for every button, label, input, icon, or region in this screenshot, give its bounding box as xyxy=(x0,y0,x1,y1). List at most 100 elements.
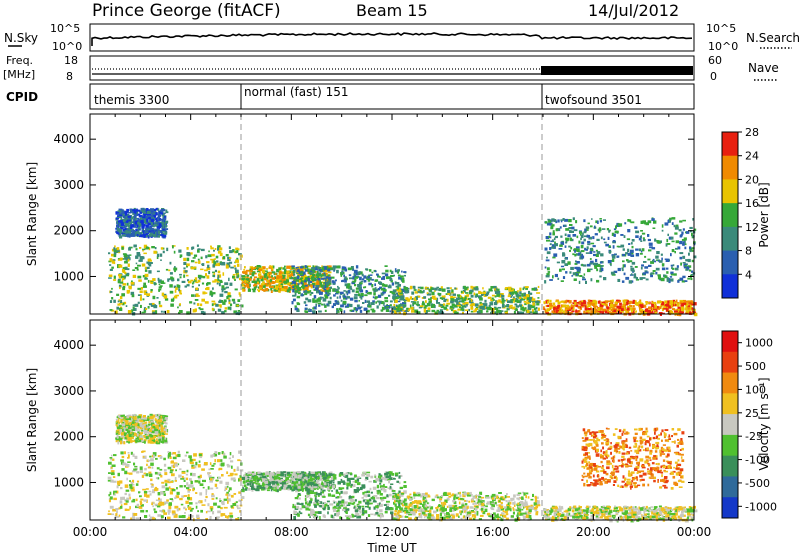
echo-cell xyxy=(228,490,230,492)
echo-cell xyxy=(128,264,130,267)
echo-cell xyxy=(138,214,140,216)
echo-cell xyxy=(369,269,371,272)
echo-cell xyxy=(294,481,297,484)
echo-cell xyxy=(303,272,305,275)
echo-cell xyxy=(323,288,326,290)
echo-cell xyxy=(628,243,630,245)
echo-cell xyxy=(110,269,113,271)
echo-cell xyxy=(671,305,673,308)
echo-cell xyxy=(297,287,301,290)
echo-cell xyxy=(616,231,618,233)
echo-cell xyxy=(142,425,145,428)
echo-cell xyxy=(546,257,548,259)
echo-cell xyxy=(240,469,243,471)
echo-cell xyxy=(156,420,160,423)
echo-cell xyxy=(343,301,347,304)
echo-cell xyxy=(161,435,165,437)
echo-cell xyxy=(296,279,299,281)
echo-cell xyxy=(402,310,405,312)
echo-cell xyxy=(133,245,137,248)
echo-cell xyxy=(388,295,390,297)
echo-cell xyxy=(261,279,264,281)
echo-cell xyxy=(182,472,186,474)
echo-cell xyxy=(608,230,610,233)
echo-cell xyxy=(390,275,394,277)
echo-cell xyxy=(261,283,265,285)
echo-cell xyxy=(300,273,303,276)
echo-cell xyxy=(116,508,119,510)
echo-cell xyxy=(364,280,367,282)
echo-cell xyxy=(118,274,122,276)
echo-cell xyxy=(201,299,205,302)
echo-cell xyxy=(630,266,632,268)
echo-cell xyxy=(168,513,170,515)
echo-cell xyxy=(161,311,163,313)
echo-cell xyxy=(519,291,521,294)
echo-cell xyxy=(156,488,158,491)
echo-cell xyxy=(164,438,166,440)
echo-cell xyxy=(617,256,620,258)
echo-cell xyxy=(628,253,632,256)
echo-cell xyxy=(349,274,351,276)
echo-cell xyxy=(155,504,159,506)
echo-cell xyxy=(118,422,120,424)
echo-cell xyxy=(623,303,626,305)
echo-cell xyxy=(327,293,331,295)
echo-cell xyxy=(167,278,169,281)
echo-cell xyxy=(557,305,559,308)
echo-cell xyxy=(139,495,142,497)
echo-cell xyxy=(462,303,465,305)
echo-cell xyxy=(595,259,597,262)
echo-cell xyxy=(171,473,175,476)
echo-cell xyxy=(157,254,159,257)
echo-cell xyxy=(548,271,551,273)
echo-cell xyxy=(226,296,228,299)
echo-cell xyxy=(512,299,514,301)
echo-cell xyxy=(576,272,580,274)
echo-cell xyxy=(648,249,651,251)
echo-cell xyxy=(213,463,215,465)
echo-cell xyxy=(168,510,171,513)
echo-cell xyxy=(502,304,505,307)
echo-cell xyxy=(167,517,171,520)
echo-cell xyxy=(584,273,586,275)
echo-cell xyxy=(570,238,573,241)
echo-cell xyxy=(207,511,211,513)
echo-cell xyxy=(158,439,161,441)
echo-cell xyxy=(171,461,175,464)
echo-cell xyxy=(404,301,406,303)
echo-cell xyxy=(560,236,562,238)
echo-cell xyxy=(551,247,555,249)
echo-cell xyxy=(547,267,550,270)
echo-cell xyxy=(135,456,138,459)
echo-cell xyxy=(218,477,221,479)
echo-cell xyxy=(163,512,167,515)
echo-cell xyxy=(395,297,399,299)
echo-cell xyxy=(318,290,320,292)
echo-cell xyxy=(650,275,653,277)
echo-cell xyxy=(404,275,406,277)
echo-cell xyxy=(187,247,189,250)
echo-cell xyxy=(126,209,129,212)
echo-cell xyxy=(399,298,403,300)
echo-cell xyxy=(679,252,683,254)
echo-cell xyxy=(227,516,229,519)
echo-cell xyxy=(116,419,118,421)
echo-cell xyxy=(621,306,623,308)
echo-cell xyxy=(545,248,548,251)
echo-cell xyxy=(340,305,344,308)
nsearch-tick-top: 10^5 xyxy=(706,22,736,35)
echo-cell xyxy=(184,485,186,487)
echo-cell xyxy=(158,209,160,211)
echo-cell xyxy=(549,232,551,235)
echo-cell xyxy=(411,310,415,313)
echo-cell xyxy=(114,261,116,264)
echo-cell xyxy=(623,264,625,267)
echo-cell xyxy=(393,307,396,310)
echo-cell xyxy=(200,510,203,513)
echo-cell xyxy=(165,416,168,418)
echo-cell xyxy=(287,472,291,475)
echo-cell xyxy=(188,253,191,256)
echo-cell xyxy=(220,459,222,462)
echo-cell xyxy=(155,310,157,313)
